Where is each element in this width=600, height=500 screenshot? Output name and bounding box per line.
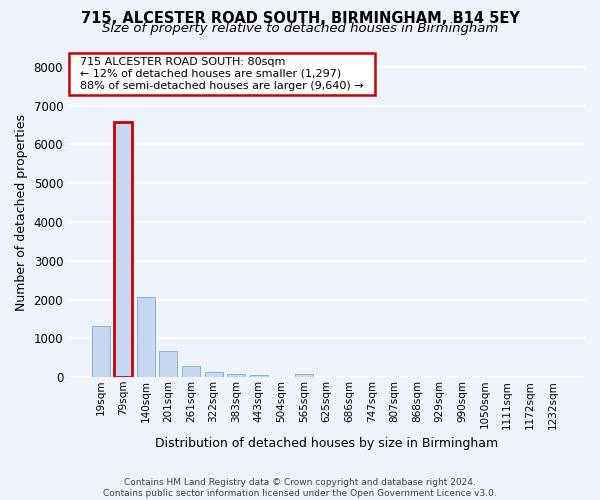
Text: 715 ALCESTER ROAD SOUTH: 80sqm  
  ← 12% of detached houses are smaller (1,297) : 715 ALCESTER ROAD SOUTH: 80sqm ← 12% of … xyxy=(73,58,371,90)
Text: 715, ALCESTER ROAD SOUTH, BIRMINGHAM, B14 5EY: 715, ALCESTER ROAD SOUTH, BIRMINGHAM, B1… xyxy=(80,11,520,26)
Bar xyxy=(295,374,313,377)
Bar xyxy=(160,351,178,377)
Bar xyxy=(250,375,268,377)
Bar xyxy=(205,372,223,377)
Bar xyxy=(137,297,155,377)
Bar xyxy=(227,374,245,377)
Text: Size of property relative to detached houses in Birmingham: Size of property relative to detached ho… xyxy=(102,22,498,35)
Bar xyxy=(182,366,200,377)
X-axis label: Distribution of detached houses by size in Birmingham: Distribution of detached houses by size … xyxy=(155,437,498,450)
Bar xyxy=(114,122,132,377)
Y-axis label: Number of detached properties: Number of detached properties xyxy=(15,114,28,311)
Text: Contains HM Land Registry data © Crown copyright and database right 2024.
Contai: Contains HM Land Registry data © Crown c… xyxy=(103,478,497,498)
Bar xyxy=(92,326,110,377)
